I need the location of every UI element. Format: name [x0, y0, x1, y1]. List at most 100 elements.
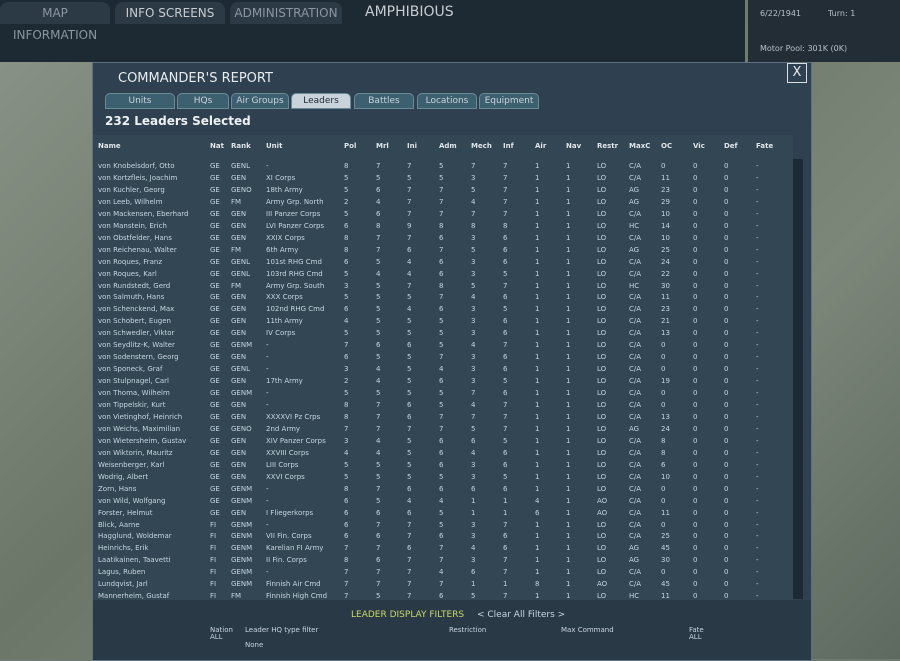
table-cell[interactable]: Forster, Helmut: [98, 508, 153, 517]
table-cell[interactable]: Laatikainen, Taavetti: [98, 556, 171, 565]
dialog-tab[interactable]: Battles: [354, 93, 414, 109]
dialog-tab[interactable]: Leaders: [291, 93, 351, 109]
dialog-tab[interactable]: HQs: [177, 93, 229, 109]
table-cell[interactable]: Blick, Aarne: [98, 520, 140, 529]
table-cell[interactable]: von Tippelskir, Kurt: [98, 401, 166, 409]
table-cell[interactable]: von Rundstedt, Gerd: [98, 281, 171, 290]
column-header[interactable]: Pol: [344, 142, 357, 150]
table-cell: LO: [597, 377, 607, 386]
table-cell: 1: [566, 508, 571, 517]
column-header[interactable]: Unit: [266, 142, 283, 150]
table-cell[interactable]: Weisenberger, Karl: [98, 460, 165, 469]
table-cell: 5: [407, 460, 412, 469]
column-header[interactable]: Nav: [566, 142, 582, 150]
scrollbar[interactable]: [793, 159, 803, 599]
table-cell: -: [756, 162, 759, 170]
table-cell[interactable]: Mannerheim, Gustaf: [98, 592, 170, 601]
table-cell: 5: [503, 377, 508, 386]
dialog-tab[interactable]: Units: [105, 93, 175, 109]
dialog-tab[interactable]: Air Groups: [231, 93, 289, 109]
column-header[interactable]: Def: [724, 142, 738, 150]
table-cell: LO: [597, 197, 607, 206]
table-cell[interactable]: Hagglund, Woldemar: [98, 532, 172, 541]
table-cell[interactable]: von Wietersheim, Gustav: [98, 436, 187, 445]
table-cell: 1: [566, 532, 571, 541]
table-cell[interactable]: von Leeb, Wilhelm: [98, 197, 163, 206]
table-cell[interactable]: von Obstfelder, Hans: [98, 233, 172, 242]
column-header[interactable]: Adm: [439, 142, 457, 150]
table-cell[interactable]: von Schobert, Eugen: [98, 317, 171, 326]
table-cell[interactable]: von Wiktorin, Mauritz: [98, 448, 173, 457]
table-cell: GEN: [231, 353, 247, 362]
table-cell[interactable]: Zorn, Hans: [98, 484, 137, 493]
table-cell: 7: [376, 520, 381, 529]
table-cell[interactable]: von Kuchler, Georg: [98, 185, 165, 194]
table-cell: 5: [407, 377, 412, 386]
filter-value[interactable]: ALL: [689, 633, 702, 641]
table-cell: 0: [724, 424, 729, 433]
table-cell: 7: [407, 185, 412, 194]
filter-value[interactable]: None: [245, 641, 264, 649]
close-button[interactable]: X: [787, 63, 807, 83]
table-cell[interactable]: von Seydlitz-K, Walter: [98, 341, 175, 350]
table-cell[interactable]: von Mackensen, Eberhard: [98, 209, 189, 218]
column-header[interactable]: Mech: [471, 142, 492, 150]
table-cell[interactable]: von Manstein, Erich: [98, 221, 167, 230]
table-cell[interactable]: von Stulpnagel, Carl: [98, 377, 169, 386]
table-cell: 5: [503, 305, 508, 314]
column-header[interactable]: Name: [98, 142, 121, 150]
tab[interactable]: MAP INFORMATION: [0, 2, 110, 42]
column-header[interactable]: MaxC: [629, 142, 651, 150]
tab[interactable]: INFO SCREENS: [115, 2, 225, 24]
table-cell: LO: [597, 365, 607, 374]
table-cell[interactable]: von Wild, Wolfgang: [98, 496, 166, 505]
column-header[interactable]: Vic: [693, 142, 705, 150]
table-cell[interactable]: von Reichenau, Walter: [98, 245, 177, 254]
table-cell[interactable]: von Sodenstern, Georg: [98, 353, 179, 362]
table-cell[interactable]: Wodrig, Albert: [98, 472, 149, 481]
column-header[interactable]: Mrl: [376, 142, 389, 150]
column-header[interactable]: Nat: [210, 142, 224, 150]
table-cell: 3: [471, 556, 476, 565]
dialog-tab[interactable]: Equipment: [479, 93, 539, 109]
table-cell: GEN: [231, 401, 247, 409]
table-cell[interactable]: Lundqvist, Jarl: [98, 580, 148, 589]
table-cell: C/A: [629, 353, 642, 362]
table-cell: C/A: [629, 317, 642, 326]
table-cell[interactable]: von Schwedler, Viktor: [98, 329, 175, 338]
table-cell[interactable]: von Weichs, Maximilian: [98, 424, 181, 433]
tab[interactable]: ADMINISTRATION: [230, 2, 342, 24]
column-header[interactable]: Inf: [503, 142, 514, 150]
column-header[interactable]: Air: [535, 142, 547, 150]
clear-filters[interactable]: < Clear All Filters >: [477, 610, 566, 620]
table-cell: -: [266, 496, 269, 505]
table-cell[interactable]: Lagus, Ruben: [98, 568, 146, 577]
table-cell[interactable]: von Roques, Franz: [98, 257, 162, 266]
table-cell[interactable]: von Vietinghof, Heinrich: [98, 412, 183, 421]
dialog-tab[interactable]: Locations: [417, 93, 477, 109]
table-cell: -: [756, 233, 759, 242]
table-cell[interactable]: von Knobelsdorf, Otto: [98, 162, 175, 170]
column-header[interactable]: Fate: [756, 142, 774, 150]
table-cell: 8: [344, 412, 349, 421]
table-cell[interactable]: von Thoma, Wilhelm: [98, 389, 170, 398]
table-cell[interactable]: von Roques, Karl: [98, 269, 157, 278]
column-header[interactable]: Rank: [231, 142, 251, 150]
table-cell[interactable]: Heinrichs, Erik: [98, 544, 149, 553]
table-cell: 1: [566, 520, 571, 529]
table-cell[interactable]: von Kortzfleis, Joachim: [98, 173, 178, 182]
table-cell: 3: [344, 365, 349, 374]
table-cell: 7: [407, 580, 412, 589]
column-header[interactable]: OC: [661, 142, 673, 150]
table-cell: 0: [724, 448, 729, 457]
filter-value[interactable]: ALL: [210, 633, 223, 641]
table-cell[interactable]: von Schenckend, Max: [98, 305, 175, 314]
column-header[interactable]: Ini: [407, 142, 417, 150]
table-cell[interactable]: von Salmuth, Hans: [98, 293, 165, 302]
table-cell[interactable]: von Sponeck, Graf: [98, 365, 163, 374]
table-cell: LO: [597, 556, 607, 565]
table-cell: 6: [344, 353, 349, 362]
table-cell: 6: [439, 436, 444, 445]
table-cell: -: [756, 532, 759, 541]
column-header[interactable]: Restr: [597, 142, 619, 150]
